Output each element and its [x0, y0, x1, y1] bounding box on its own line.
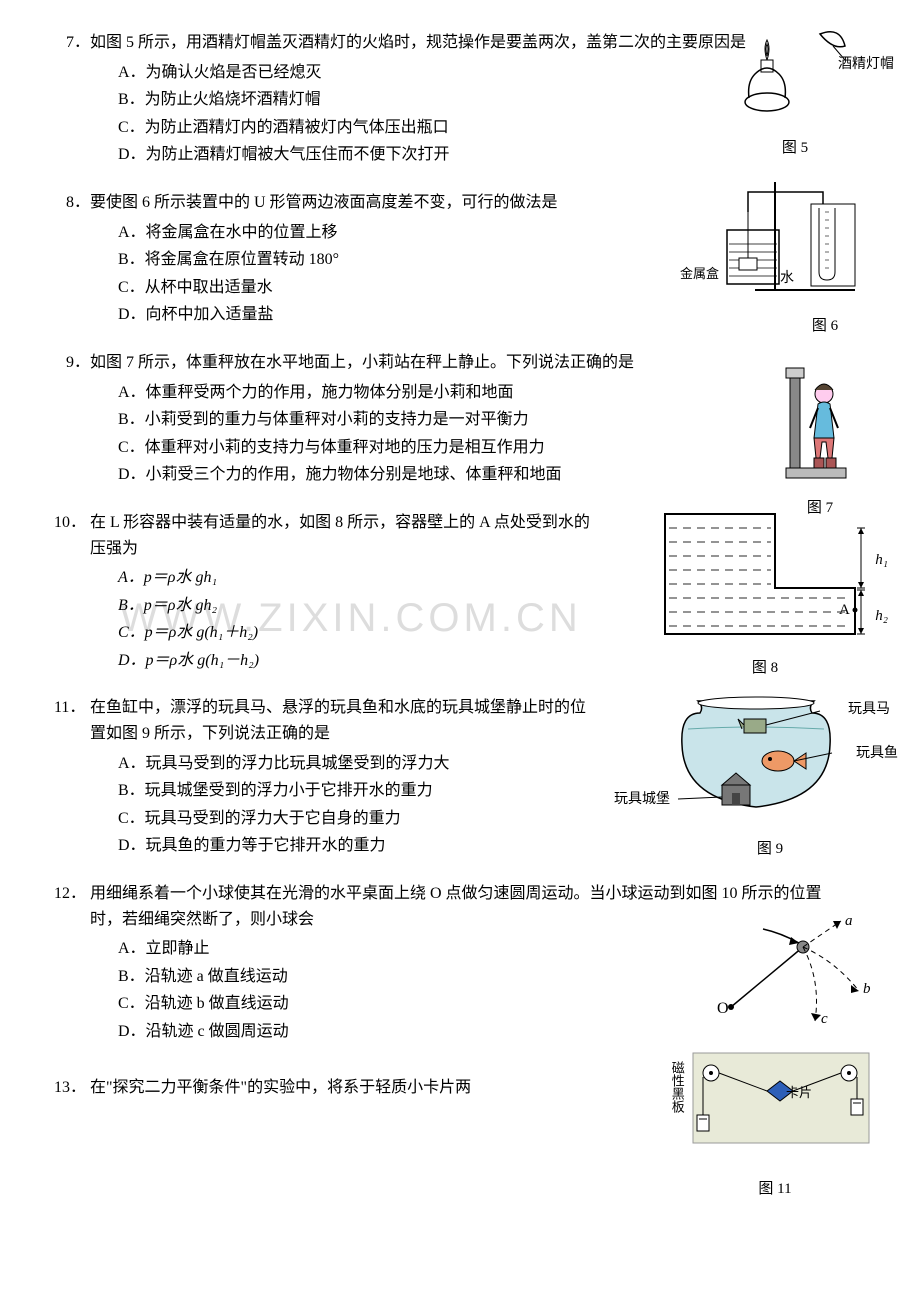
a-label: a: [845, 913, 853, 929]
l-container-icon: A: [655, 504, 875, 644]
stem: 如图 5 所示，用酒精灯帽盖灭酒精灯的火焰时，规范操作是要盖两次，盖第二次的主要…: [90, 30, 830, 56]
card-label: 卡片: [786, 1083, 812, 1104]
qnum: 9．: [62, 350, 90, 376]
figure-9: 玩具马 玩具鱼 玩具城堡 图 9: [650, 689, 890, 861]
fish-label: 玩具鱼: [856, 743, 898, 765]
figure-8: A h₁ h₂ 图 8: [650, 504, 880, 680]
fig-label: 图 9: [650, 837, 890, 861]
figure-11: 磁性黑板 卡片 图 11: [670, 1045, 880, 1201]
fishbowl-icon: [660, 689, 880, 829]
h1-label: h₁: [875, 548, 888, 572]
fig-label: 图 8: [650, 656, 880, 680]
castle-label: 玩具城堡: [614, 789, 670, 811]
circular-motion-icon: O a b c: [695, 911, 875, 1041]
figure-7: 图 7: [770, 364, 870, 520]
figure-5: 酒精灯帽 图 5: [720, 24, 870, 160]
u-tube-apparatus-icon: [715, 172, 875, 302]
o-label: O: [717, 1000, 729, 1017]
qnum: 11．: [54, 695, 82, 721]
fig-label: 图 5: [720, 136, 870, 160]
horse-label: 玩具马: [848, 699, 890, 721]
a-point-label: A: [839, 602, 850, 618]
fig-label: 图 6: [770, 314, 880, 338]
question-10: 10． 在 L 形容器中装有适量的水，如图 8 所示，容器壁上的 A 点处受到水…: [90, 510, 830, 674]
qnum: 13．: [54, 1075, 82, 1101]
cap-label: 酒精灯帽: [838, 54, 894, 76]
b-label: b: [863, 981, 871, 997]
qnum: 10．: [54, 510, 82, 536]
question-12: 12． 用细绳系着一个小球使其在光滑的水平桌面上绕 O 点做匀速圆周运动。当小球…: [90, 881, 830, 1045]
qnum: 8．: [62, 190, 90, 216]
question-11: 11． 在鱼缸中，漂浮的玩具马、悬浮的玩具鱼和水底的玩具城堡静止时的位置如图 9…: [90, 695, 830, 859]
option-c: C．体重秤对小莉的支持力与体重秤对地的压力是相互作用力: [118, 435, 830, 461]
question-8: 8． 要使图 6 所示装置中的 U 形管两边液面高度差不变，可行的做法是 A．将…: [90, 190, 830, 328]
content-wrap: 7． 如图 5 所示，用酒精灯帽盖灭酒精灯的火焰时，规范操作是要盖两次，盖第二次…: [90, 30, 830, 1100]
board-label: 磁性黑板: [666, 1061, 687, 1113]
question-9: 9． 如图 7 所示，体重秤放在水平地面上，小莉站在秤上静止。下列说法正确的是 …: [90, 350, 830, 488]
qnum: 7．: [62, 30, 90, 56]
options: A．体重秤受两个力的作用，施力物体分别是小莉和地面 B．小莉受到的重力与体重秤对…: [118, 380, 830, 488]
option-d: D．小莉受三个力的作用，施力物体分别是地球、体重秤和地面: [118, 462, 830, 488]
force-balance-icon: [675, 1045, 875, 1165]
h2-label: h₂: [875, 604, 888, 628]
figure-6: 金属盒 水 图 6: [710, 172, 880, 338]
stem: 如图 7 所示，体重秤放在水平地面上，小莉站在秤上静止。下列说法正确的是: [90, 350, 830, 376]
water-label: 水: [780, 268, 794, 290]
figure-10: O a b c: [690, 911, 880, 1049]
option-b: B．小莉受到的重力与体重秤对小莉的支持力是一对平衡力: [118, 407, 830, 433]
girl-on-scale-icon: [780, 364, 860, 484]
question-7: 7． 如图 5 所示，用酒精灯帽盖灭酒精灯的火焰时，规范操作是要盖两次，盖第二次…: [90, 30, 830, 168]
box-label: 金属盒: [680, 264, 719, 285]
question-13: 13． 在"探究二力平衡条件"的实验中，将系于轻质小卡片两 磁性黑板 卡片 图 …: [90, 1075, 830, 1101]
qnum: 12．: [54, 881, 82, 907]
c-label: c: [821, 1011, 828, 1027]
fig-label: 图 11: [670, 1177, 880, 1201]
option-a: A．体重秤受两个力的作用，施力物体分别是小莉和地面: [118, 380, 830, 406]
